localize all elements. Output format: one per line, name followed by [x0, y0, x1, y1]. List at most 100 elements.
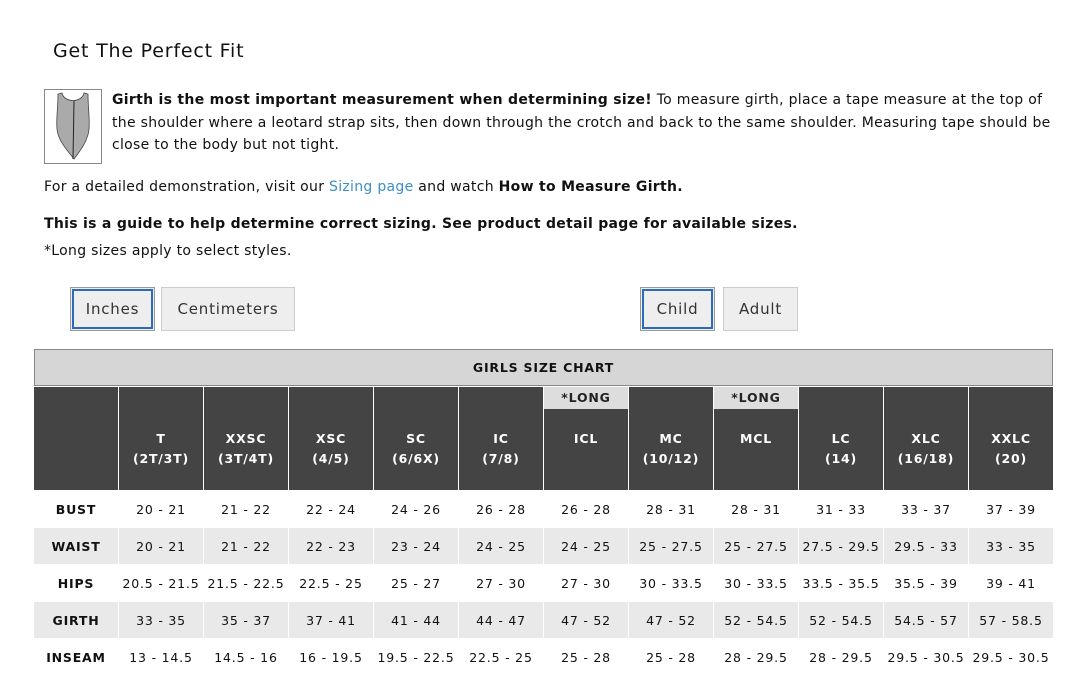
measure-cell: 25 - 27.5 — [629, 528, 713, 564]
size-name: XSC — [315, 431, 347, 446]
row-label: GIRTH — [34, 602, 118, 638]
measure-cell: 21.5 - 22.5 — [207, 575, 285, 591]
size-name: LC — [831, 431, 851, 446]
row-label: WAIST — [34, 528, 118, 564]
measure-cell: 20 - 21 — [136, 501, 186, 517]
size-header: SC (6/6X) — [374, 387, 458, 490]
data-row: WAIST 20 - 21 21 - 22 22 - 23 23 - 24 24 - 25… — [34, 528, 1053, 564]
measure-cell: 29.5 - 33 — [884, 528, 968, 564]
row-label: INSEAM — [46, 649, 106, 665]
size-header: XXSC (3T/4T) — [204, 387, 288, 490]
measure-cell: 28 - 31 — [731, 501, 781, 517]
measure-cell: 22.5 - 25 — [469, 649, 533, 665]
measure-cell: 26 - 28 — [561, 501, 611, 517]
measure-cell: 37 - 39 — [986, 501, 1036, 517]
size-name: XXLC — [991, 431, 1031, 446]
size-range: (10/12) — [642, 451, 700, 466]
measure-cell: 39 - 41 — [986, 575, 1036, 591]
measure-cell: 25 - 28 — [646, 649, 696, 665]
measure-cell: 25 - 28 — [561, 649, 611, 665]
measure-cell: 27 - 30 — [561, 575, 611, 591]
measure-cell: 21 - 22 — [221, 501, 271, 517]
measure-cell: 22.5 - 25 — [299, 575, 363, 591]
measure-cell: 21 - 22 — [204, 528, 288, 564]
size-header: XXLC (20) — [969, 387, 1053, 490]
measure-cell: 20.5 - 21.5 — [122, 575, 200, 591]
measure-cell: 16 - 19.5 — [299, 649, 363, 665]
page-title: Get The Perfect Fit — [53, 40, 245, 62]
long-note: *LONG — [714, 387, 798, 409]
row-label: BUST — [55, 501, 97, 517]
size-range: (3T/4T) — [217, 451, 275, 466]
long-note: *LONG — [544, 387, 628, 409]
centimeters-button[interactable]: Centimeters — [161, 287, 295, 331]
measure-cell: 35 - 37 — [204, 602, 288, 638]
measure-cell: 33 - 35 — [119, 602, 203, 638]
measure-cell: 57 - 58.5 — [969, 602, 1053, 638]
measure-cell: 33.5 - 35.5 — [802, 575, 880, 591]
table-title: GIRLS SIZE CHART — [34, 349, 1053, 386]
measure-cell: 47 - 52 — [544, 602, 628, 638]
caption-row: GIRLS SIZE CHART — [34, 349, 1053, 386]
measure-cell: 44 - 47 — [459, 602, 543, 638]
size-header: *LONG MCL — [714, 387, 798, 490]
measure-cell: 28 - 31 — [646, 501, 696, 517]
inches-button[interactable]: Inches — [70, 287, 155, 331]
size-header: *LONG ICL — [544, 387, 628, 490]
size-name: XLC — [911, 431, 941, 446]
measure-cell: 24 - 25 — [544, 528, 628, 564]
size-header: MC (10/12) — [629, 387, 713, 490]
size-name: MC — [659, 431, 683, 446]
leotard-icon — [44, 89, 102, 164]
measure-cell: 24 - 26 — [391, 501, 441, 517]
size-name: SC — [406, 431, 426, 446]
sizing-link[interactable]: Sizing page — [329, 179, 414, 195]
size-header: XSC (4/5) — [289, 387, 373, 490]
size-range: (20) — [994, 451, 1028, 466]
size-header: LC (14) — [799, 387, 883, 490]
size-header: IC (7/8) — [459, 387, 543, 490]
measure-cell: 27.5 - 29.5 — [799, 528, 883, 564]
row-label: HIPS — [57, 575, 95, 591]
measure-cell: 25 - 27.5 — [714, 528, 798, 564]
measure-cell: 35.5 - 39 — [894, 575, 958, 591]
intro-body: To measure girth, place a tape measure a… — [112, 92, 1051, 153]
size-range: (2T/3T) — [132, 451, 190, 466]
measure-cell: 41 - 44 — [374, 602, 458, 638]
data-row: GIRTH 33 - 35 35 - 37 37 - 41 41 - 44 44 - 47… — [34, 602, 1053, 638]
child-button[interactable]: Child — [640, 287, 715, 331]
measure-cell: 47 - 52 — [629, 602, 713, 638]
size-name: T — [156, 431, 166, 446]
measure-cell: 26 - 28 — [476, 501, 526, 517]
measure-cell: 54.5 - 57 — [884, 602, 968, 638]
data-row: BUST 20 - 21 21 - 22 22 - 24 24 - 26 26 - 28 2… — [34, 491, 1053, 527]
measure-cell: 19.5 - 22.5 — [377, 649, 455, 665]
measure-cell: 22 - 23 — [289, 528, 373, 564]
measure-cell: 23 - 24 — [374, 528, 458, 564]
demo-line: For a detailed demonstration, visit our … — [44, 179, 683, 195]
size-range: (4/5) — [312, 451, 350, 466]
measure-cell: 29.5 - 30.5 — [972, 649, 1050, 665]
measure-cell: 37 - 41 — [289, 602, 373, 638]
measure-cell: 27 - 30 — [476, 575, 526, 591]
measure-cell: 52 - 54.5 — [799, 602, 883, 638]
size-name: XXSC — [225, 431, 267, 446]
size-table: GIRLS SIZE CHART T (2T/3T) XXSC (3T/4T) XSC (4… — [33, 348, 1054, 676]
demo-text: For a detailed demonstration, visit our — [44, 179, 325, 195]
header-row: T (2T/3T) XXSC (3T/4T) XSC (4/5) SC (6/6X) IC (7/… — [34, 387, 1053, 490]
long-note: *Long sizes apply to select styles. — [44, 243, 292, 259]
adult-button[interactable]: Adult — [723, 287, 798, 331]
measure-cell: 30 - 33.5 — [724, 575, 788, 591]
measure-cell: 28 - 29.5 — [809, 649, 873, 665]
measure-cell: 30 - 33.5 — [639, 575, 703, 591]
size-range: (14) — [824, 451, 858, 466]
measure-cell: 22 - 24 — [306, 501, 356, 517]
measure-cell: 52 - 54.5 — [714, 602, 798, 638]
size-range: (16/18) — [897, 451, 955, 466]
measure-cell: 24 - 25 — [459, 528, 543, 564]
measure-cell: 14.5 - 16 — [214, 649, 278, 665]
corner-cell — [34, 387, 118, 490]
measure-cell: 33 - 35 — [969, 528, 1053, 564]
measure-cell: 25 - 27 — [391, 575, 441, 591]
